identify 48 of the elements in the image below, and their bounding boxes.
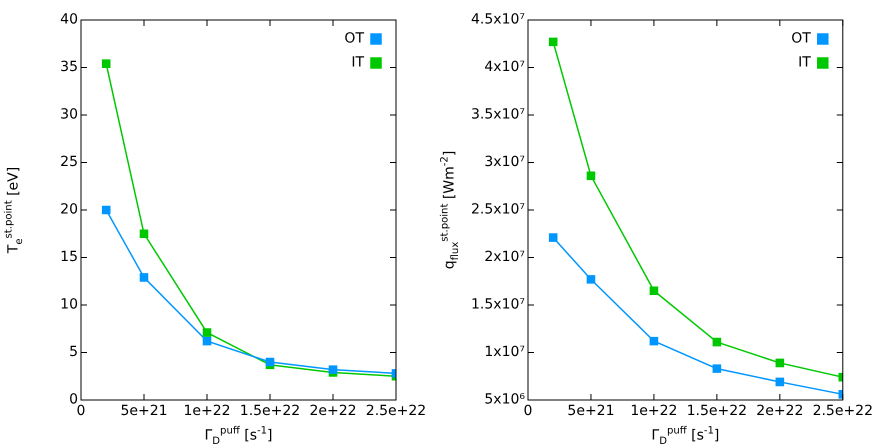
point [650, 286, 658, 296]
x-tick-label: 2.5e+22 [812, 403, 874, 420]
x-tick-label: 5e+21 [567, 403, 614, 420]
y-tick-label: 15 [60, 249, 78, 266]
point [650, 336, 658, 346]
point [266, 358, 274, 366]
point [202, 336, 212, 346]
x-tick-label: 2.5e+22 [366, 403, 426, 420]
y-tick-label: 4x10⁷ [484, 59, 525, 76]
y-tick-label: 10 [60, 296, 78, 313]
y-tick-label: 2x10⁷ [484, 249, 525, 266]
y-tick-label: 35 [60, 59, 78, 76]
point [328, 365, 338, 374]
legend-label: IT [351, 54, 364, 71]
x-tick-label: 2e+22 [309, 403, 357, 420]
x-tick-label: 1e+22 [630, 403, 678, 420]
point [776, 378, 784, 386]
x-tick-label: 5e+21 [120, 403, 168, 420]
legend-label: OT [344, 30, 364, 47]
y-tick-label: 30 [60, 106, 78, 123]
x-tick-label: 2e+22 [756, 403, 804, 420]
legend-label: IT [798, 54, 812, 71]
y-tick-label: 0 [69, 392, 78, 408]
point [712, 364, 722, 373]
y-axis-title: qfluxst.point [Wm-2] [439, 150, 461, 270]
y-tick-label: 2.5x10⁷ [471, 202, 525, 218]
x-tick-label: 1e+22 [183, 403, 231, 420]
y-tick-label: 1.5x10⁷ [471, 296, 525, 313]
y-tick-label: 1x10⁷ [484, 344, 525, 360]
y-tick-label: 25 [60, 154, 78, 170]
point [140, 229, 148, 238]
point [202, 328, 212, 337]
point [776, 358, 784, 368]
x-tick-label: 1.5e+22 [686, 403, 748, 420]
point [712, 338, 722, 346]
y-tick-label: 20 [60, 202, 78, 218]
point [586, 275, 596, 284]
y-tick-label: 5x10⁶ [484, 392, 526, 408]
point [586, 172, 596, 180]
y-tick-label: 4.5x10⁷ [471, 12, 525, 28]
y-tick-label: 5 [69, 344, 78, 360]
x-tick-label: 1.5e+22 [240, 403, 300, 420]
y-tick-label: 3.5x10⁷ [471, 106, 525, 123]
y-tick-label: 3x10⁷ [484, 154, 525, 170]
legend-label: OT [791, 30, 812, 47]
y-tick-label: 40 [60, 12, 78, 28]
y-axis-title: Test.point [eV] [3, 166, 25, 254]
point [140, 273, 148, 282]
